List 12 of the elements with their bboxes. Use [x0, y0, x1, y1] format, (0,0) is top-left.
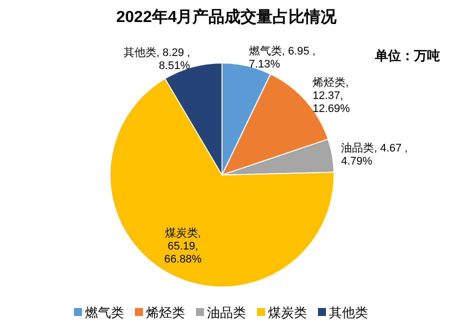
- legend-label: 燃气类: [85, 305, 124, 320]
- legend-label: 其他类: [329, 305, 368, 320]
- data-label: 燃气类, 6.95 , 7.13%: [248, 44, 316, 71]
- legend-label: 煤炭类: [268, 305, 307, 320]
- data-label: 油品类, 4.67 , 4.79%: [341, 141, 408, 168]
- legend-label: 烯烃类: [146, 305, 185, 320]
- data-label: 烯烃类, 12.37, 12.69%: [312, 76, 350, 115]
- text: 单位：万吨: [374, 48, 440, 63]
- data-label: 煤炭类, 65.19, 66.88%: [164, 226, 202, 266]
- legend-label: 油品类: [207, 305, 246, 320]
- chart-title: 2022年4月产品成交量占比情况: [116, 7, 338, 26]
- data-label: 其他类, 8.29 , 8.51%: [123, 46, 190, 72]
